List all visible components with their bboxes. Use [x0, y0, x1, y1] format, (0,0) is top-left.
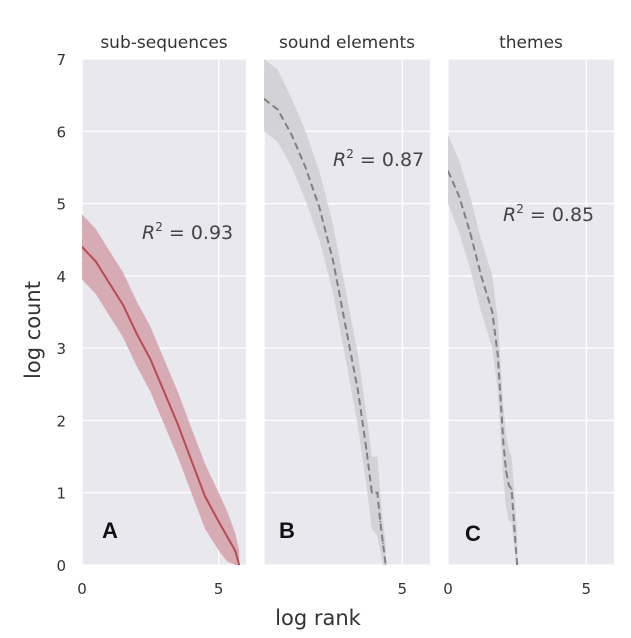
y-tick-label: 0 — [56, 557, 66, 575]
data-point — [163, 390, 165, 393]
data-point — [108, 282, 111, 284]
data-point — [234, 549, 236, 552]
y-tick-label: 6 — [56, 123, 66, 141]
data-point — [491, 311, 494, 313]
data-point — [149, 358, 152, 360]
panel-letter: C — [465, 521, 481, 546]
x-tick-label: 5 — [214, 580, 224, 598]
data-point — [204, 495, 206, 498]
confidence-band — [448, 134, 518, 565]
data-point — [384, 564, 387, 565]
data-point — [469, 231, 471, 234]
r-squared-annotation: R2 = 0.87 — [333, 147, 424, 171]
y-tick-label: 5 — [56, 196, 66, 214]
y-axis-label: log count — [21, 281, 45, 379]
data-point — [379, 520, 382, 523]
panel-letter: B — [279, 518, 295, 543]
x-tick-label: 0 — [443, 580, 453, 598]
r-squared-annotation: R2 = 0.85 — [503, 202, 594, 226]
r-squared-annotation: R2 = 0.93 — [142, 220, 233, 244]
data-point — [318, 206, 321, 208]
data-point — [508, 484, 510, 487]
series-line — [82, 246, 241, 565]
confidence-band — [264, 59, 386, 565]
data-point — [510, 488, 513, 490]
data-point — [365, 448, 368, 451]
data-point — [135, 332, 138, 335]
panel-letter: A — [102, 518, 118, 543]
x-tick-label: 5 — [398, 580, 408, 598]
data-point — [122, 304, 124, 306]
data-point — [346, 332, 348, 335]
data-point — [497, 354, 499, 357]
data-point — [505, 470, 507, 472]
data-point — [332, 260, 335, 263]
data-point — [371, 491, 373, 494]
data-point — [516, 564, 518, 565]
x-axis-label: log rank — [275, 606, 362, 630]
series-line — [264, 98, 387, 565]
panel-title: sound elements — [279, 33, 415, 53]
plot-background — [448, 59, 614, 565]
data-point — [357, 390, 359, 393]
panel-title: sub-sequences — [100, 33, 227, 53]
data-point — [238, 564, 240, 565]
y-tick-label: 3 — [56, 340, 66, 358]
data-point — [304, 166, 307, 169]
data-point — [94, 260, 97, 263]
data-point — [480, 275, 483, 277]
data-point — [382, 542, 384, 545]
data-point — [513, 528, 516, 530]
plot-background — [82, 59, 246, 565]
data-point — [226, 535, 228, 537]
data-point — [448, 170, 449, 172]
panel-title: themes — [499, 33, 563, 53]
panel-c: themes 0 5 R2 = 0.85 C — [443, 33, 614, 598]
data-point — [82, 246, 83, 248]
data-point — [376, 491, 379, 494]
data-point — [502, 441, 505, 443]
data-point — [217, 520, 220, 523]
data-point — [458, 195, 460, 198]
y-tick-label: 1 — [56, 485, 66, 503]
data-point — [499, 397, 502, 400]
y-tick-label: 2 — [56, 412, 66, 430]
data-point — [190, 459, 193, 462]
y-tick-label: 7 — [56, 51, 66, 69]
data-point — [290, 134, 293, 136]
x-tick-label: 0 — [77, 580, 87, 598]
data-point — [264, 98, 265, 100]
data-point — [176, 423, 179, 425]
data-point — [277, 108, 279, 111]
x-tick-label: 5 — [582, 580, 592, 598]
panel-b: sound elements 5 R2 = 0.87 B — [263, 33, 430, 598]
panel-a: sub-sequences 0 1 2 3 4 5 6 7 0 5 R2 = 0.93 A — [56, 33, 246, 598]
y-tick-label: 4 — [56, 268, 66, 286]
